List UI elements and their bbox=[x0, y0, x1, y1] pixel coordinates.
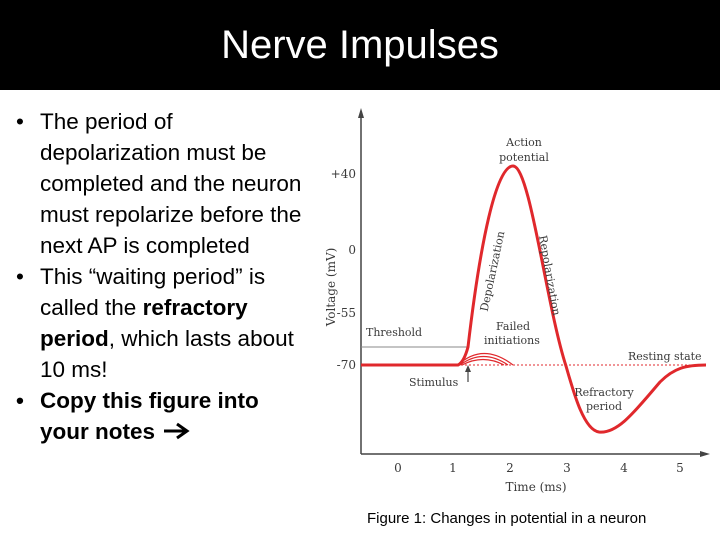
label-refractory-period: Refractory bbox=[574, 386, 634, 399]
bullet-text: Copy this figure into your notes bbox=[40, 388, 259, 444]
x-tick-label: 0 bbox=[394, 461, 402, 475]
slide-title: Nerve Impulses bbox=[221, 22, 499, 67]
bullet-item: This “waiting period” is called the refr… bbox=[12, 261, 312, 385]
stimulus-arrow-head bbox=[465, 365, 471, 372]
y-axis-arrow bbox=[358, 108, 364, 118]
label-resting-state: Resting state bbox=[628, 350, 702, 363]
x-tick-label: 2 bbox=[506, 461, 514, 475]
bullet-list: The period of depolarization must be com… bbox=[12, 106, 312, 447]
label-failed-initiations: Failed bbox=[496, 320, 530, 333]
bullet-text: The period of depolarization must be com… bbox=[40, 109, 302, 258]
bullet-text: This “waiting period” is called the bbox=[40, 264, 266, 320]
bullet-text: , which lasts about 10 ms! bbox=[40, 326, 294, 382]
x-axis-label: Time (ms) bbox=[505, 480, 566, 494]
y-tick-label: -70 bbox=[337, 358, 356, 372]
action-potential-curve bbox=[361, 164, 707, 434]
y-tick-label: -55 bbox=[337, 306, 356, 320]
label-repolarization: Repolarization bbox=[536, 234, 563, 316]
y-tick-label: +40 bbox=[331, 167, 356, 181]
x-tick-label: 4 bbox=[620, 461, 628, 475]
x-tick-label: 3 bbox=[563, 461, 571, 475]
bullet-item: Copy this figure into your notes bbox=[12, 385, 312, 447]
title-bar: Nerve Impulses bbox=[0, 0, 720, 90]
bullet-item: The period of depolarization must be com… bbox=[12, 106, 312, 261]
failed-initiation-curve bbox=[461, 358, 505, 366]
bullet-bold-term: refractory period bbox=[40, 295, 248, 351]
label-failed-initiations: initiations bbox=[484, 334, 540, 347]
y-tick-label: 0 bbox=[348, 243, 356, 257]
label-action-potential: Action bbox=[505, 136, 542, 149]
x-tick-label: 1 bbox=[449, 461, 457, 475]
y-axis-label: Voltage (mV) bbox=[324, 248, 338, 328]
right-arrow-icon bbox=[164, 422, 190, 440]
figure-caption: Figure 1: Changes in potential in a neur… bbox=[367, 510, 647, 527]
x-tick-label: 5 bbox=[676, 461, 684, 475]
label-refractory-period: period bbox=[586, 400, 622, 413]
x-axis-arrow bbox=[700, 451, 710, 457]
label-action-potential: potential bbox=[499, 151, 549, 164]
action-potential-figure: Voltage (mV) +40 0 -55 -70 0 1 2 3 4 5 T… bbox=[318, 104, 720, 504]
label-threshold: Threshold bbox=[366, 326, 422, 339]
action-potential-graph: Voltage (mV) +40 0 -55 -70 0 1 2 3 4 5 T… bbox=[324, 108, 710, 494]
label-stimulus: Stimulus bbox=[409, 376, 459, 389]
failed-initiation-curve bbox=[459, 355, 509, 366]
